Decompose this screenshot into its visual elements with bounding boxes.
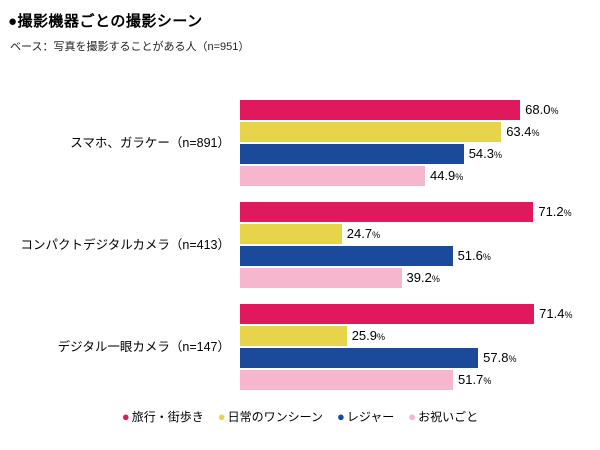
bar-row: 71.2% — [240, 202, 600, 222]
bar-レジャー — [240, 348, 479, 368]
bar-row: 25.9% — [240, 326, 600, 346]
bar-value-label: 24.7% — [346, 225, 381, 241]
legend-label: レジャー — [346, 410, 395, 424]
category-label: スマホ、ガラケー（n=891） — [70, 135, 230, 150]
legend-label: 日常のワンシーン — [227, 410, 323, 424]
bar-row: 54.3% — [240, 144, 600, 164]
bar-旅行・街歩き — [240, 100, 521, 120]
legend-dot-icon: ● — [337, 409, 345, 424]
chart-legend: ● 旅行・街歩き ● 日常のワンシーン ● レジャー ● お祝いごと — [0, 408, 600, 425]
category-label: コンパクトデジタルカメラ（n=413） — [20, 237, 230, 252]
legend-dot-icon: ● — [217, 409, 226, 424]
bar-レジャー — [240, 144, 464, 164]
legend-item: ● 旅行・街歩き — [122, 408, 204, 425]
bar-value-label: 71.4% — [539, 305, 573, 321]
bar-row: 44.9% — [240, 166, 600, 186]
bar-value-label: 68.0% — [525, 101, 559, 117]
chart-base-note: ベース：写真を撮影することがある人（n=951） — [10, 41, 250, 53]
bar-value-label: 54.3% — [468, 145, 503, 161]
bar-row: 68.0% — [240, 100, 600, 120]
bar-row: 63.4% — [240, 122, 600, 142]
bar-value-label: 57.8% — [483, 349, 517, 365]
bar-日常のワンシーン — [240, 224, 342, 244]
bar-value-label: 44.9% — [429, 167, 464, 183]
bar-旅行・街歩き — [240, 202, 534, 222]
chart-group: デジタル一眼カメラ（n=147） 71.4% 25.9% 57.8% 51.7% — [0, 304, 600, 390]
group-bars: 71.4% 25.9% 57.8% 51.7% — [240, 304, 600, 390]
group-bars: 71.2% 24.7% 51.6% 39.2% — [240, 202, 600, 288]
bar-value-label: 63.4% — [506, 123, 540, 139]
bar-value-label: 39.2% — [406, 269, 440, 285]
bar-row: 51.7% — [240, 370, 600, 390]
bar-row: 51.6% — [240, 246, 600, 266]
bar-row: 39.2% — [240, 268, 600, 288]
bar-value-label: 51.7% — [458, 371, 492, 387]
bar-レジャー — [240, 246, 453, 266]
bar-日常のワンシーン — [240, 122, 502, 142]
chart-group: スマホ、ガラケー（n=891） 68.0% 63.4% 54.3% 44.9% — [0, 100, 600, 186]
bar-row: 71.4% — [240, 304, 600, 324]
legend-dot-icon: ● — [408, 409, 417, 424]
bar-お祝いごと — [240, 268, 402, 288]
category-label: デジタル一眼カメラ（n=147） — [57, 339, 230, 354]
chart-groups: スマホ、ガラケー（n=891） 68.0% 63.4% 54.3% 44.9% コンパクト… — [0, 100, 600, 406]
bar-日常のワンシーン — [240, 326, 347, 346]
bar-お祝いごと — [240, 166, 425, 186]
legend-item: ● 日常のワンシーン — [218, 408, 323, 425]
bar-value-label: 51.6% — [457, 247, 491, 263]
chart-group: コンパクトデジタルカメラ（n=413） 71.2% 24.7% 51.6% 39.2% — [0, 202, 600, 288]
legend-item: ● お祝いごと — [408, 408, 478, 425]
bar-row: 24.7% — [240, 224, 600, 244]
chart-title: ●撮影機器ごとの撮影シーン — [8, 13, 203, 30]
bar-value-label: 25.9% — [351, 327, 386, 343]
group-bars: 68.0% 63.4% 54.3% 44.9% — [240, 100, 600, 186]
bar-お祝いごと — [240, 370, 453, 390]
bar-row: 57.8% — [240, 348, 600, 368]
legend-label: お祝いごと — [418, 410, 479, 424]
legend-item: ● レジャー — [337, 408, 394, 425]
legend-label: 旅行・街歩き — [131, 410, 204, 424]
bar-旅行・街歩き — [240, 304, 535, 324]
bar-value-label: 71.2% — [538, 203, 572, 219]
legend-dot-icon: ● — [121, 409, 130, 424]
